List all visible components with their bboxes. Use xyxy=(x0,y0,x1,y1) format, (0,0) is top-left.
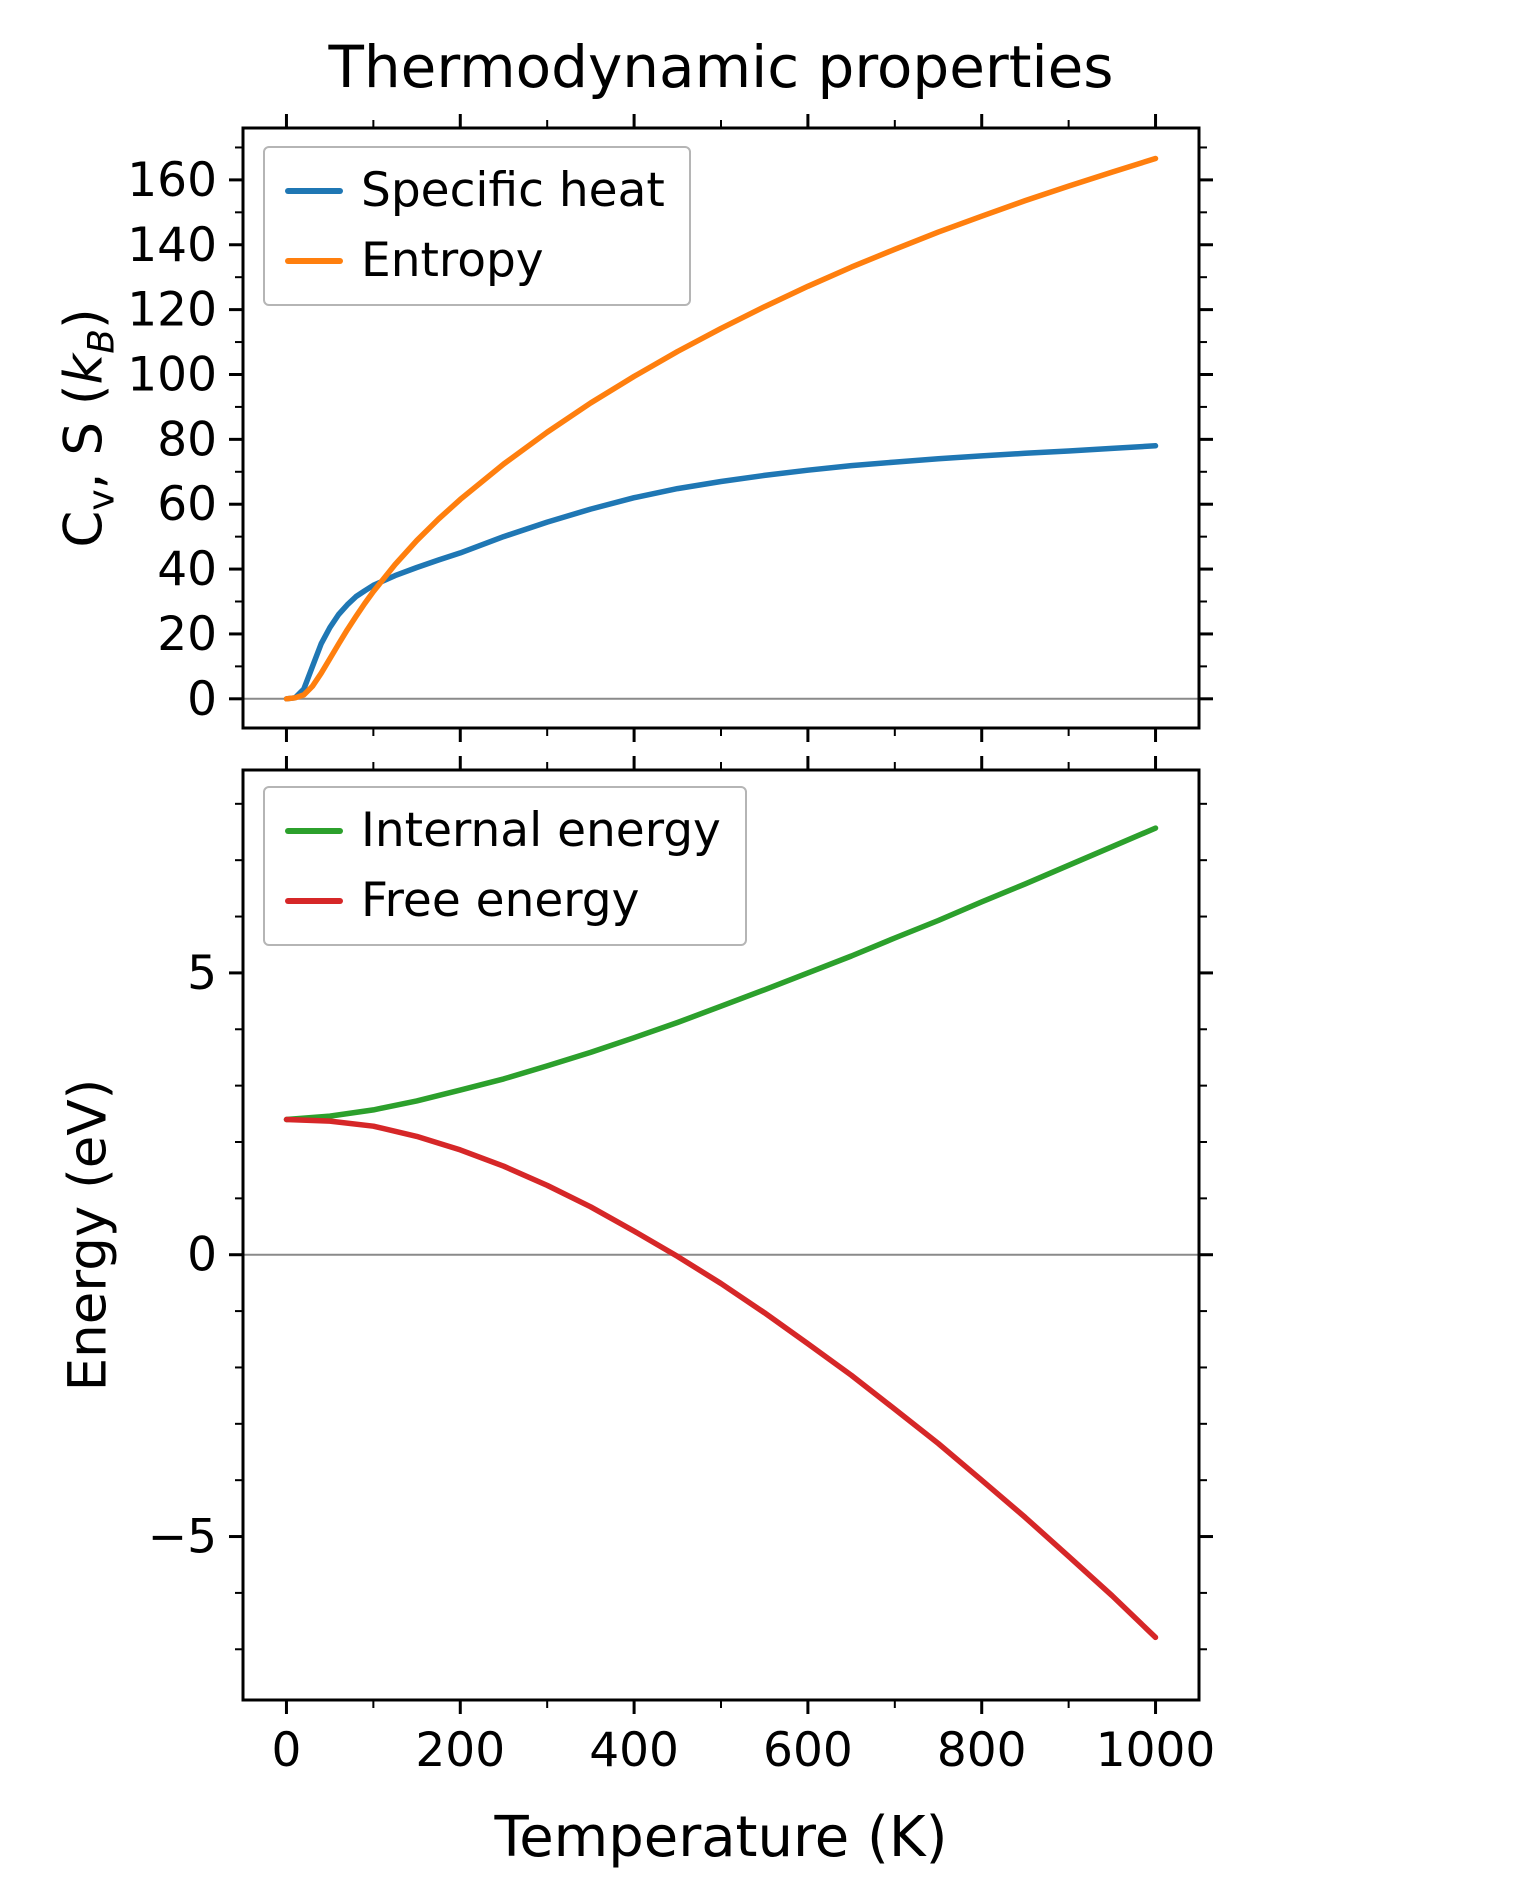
svg-text:200: 200 xyxy=(415,1723,505,1778)
svg-text:5: 5 xyxy=(187,946,217,1001)
svg-text:0: 0 xyxy=(272,1723,302,1778)
free-energy-line-sample xyxy=(285,898,343,905)
svg-text:0: 0 xyxy=(187,672,217,727)
top-chart-plot-area: 0 20 40 60 80 100 120 140 160 xyxy=(127,114,1213,742)
svg-text:1000: 1000 xyxy=(1096,1723,1216,1778)
svg-text:600: 600 xyxy=(763,1723,853,1778)
entropy-line-sample xyxy=(285,258,343,265)
svg-text:20: 20 xyxy=(157,607,217,662)
legend-item-entropy: Entropy xyxy=(285,233,665,289)
svg-text:120: 120 xyxy=(127,283,217,338)
top-chart-legend: Specific heat Entropy xyxy=(263,146,691,307)
legend-item-internal-energy: Internal energy xyxy=(285,803,721,858)
legend-label-entropy: Entropy xyxy=(361,233,544,289)
legend-item-free-energy: Free energy xyxy=(285,873,721,929)
svg-text:−5: −5 xyxy=(148,1510,217,1565)
svg-text:40: 40 xyxy=(157,542,217,597)
legend-label-internal-energy: Internal energy xyxy=(361,803,721,858)
bottom-chart-legend: Internal energy Free energy xyxy=(263,786,747,947)
svg-text:800: 800 xyxy=(937,1723,1027,1778)
svg-text:400: 400 xyxy=(589,1723,679,1778)
internal-energy-line-sample xyxy=(285,828,343,835)
legend-label-specific-heat: Specific heat xyxy=(361,163,665,218)
specific-heat-line-sample xyxy=(285,188,343,195)
legend-item-specific-heat: Specific heat xyxy=(285,163,665,218)
svg-text:100: 100 xyxy=(127,347,217,402)
legend-label-free-energy: Free energy xyxy=(361,873,640,929)
chart-title: Thermodynamic properties xyxy=(328,33,1114,101)
svg-text:140: 140 xyxy=(127,218,217,273)
svg-text:160: 160 xyxy=(127,153,217,208)
svg-text:0: 0 xyxy=(187,1228,217,1283)
svg-text:60: 60 xyxy=(157,477,217,532)
svg-text:80: 80 xyxy=(157,412,217,467)
x-axis-label: Temperature (K) xyxy=(494,1805,948,1870)
bottom-chart-plot-area: 0 200 400 600 800 1000 −5 0 5 xyxy=(148,756,1216,1778)
